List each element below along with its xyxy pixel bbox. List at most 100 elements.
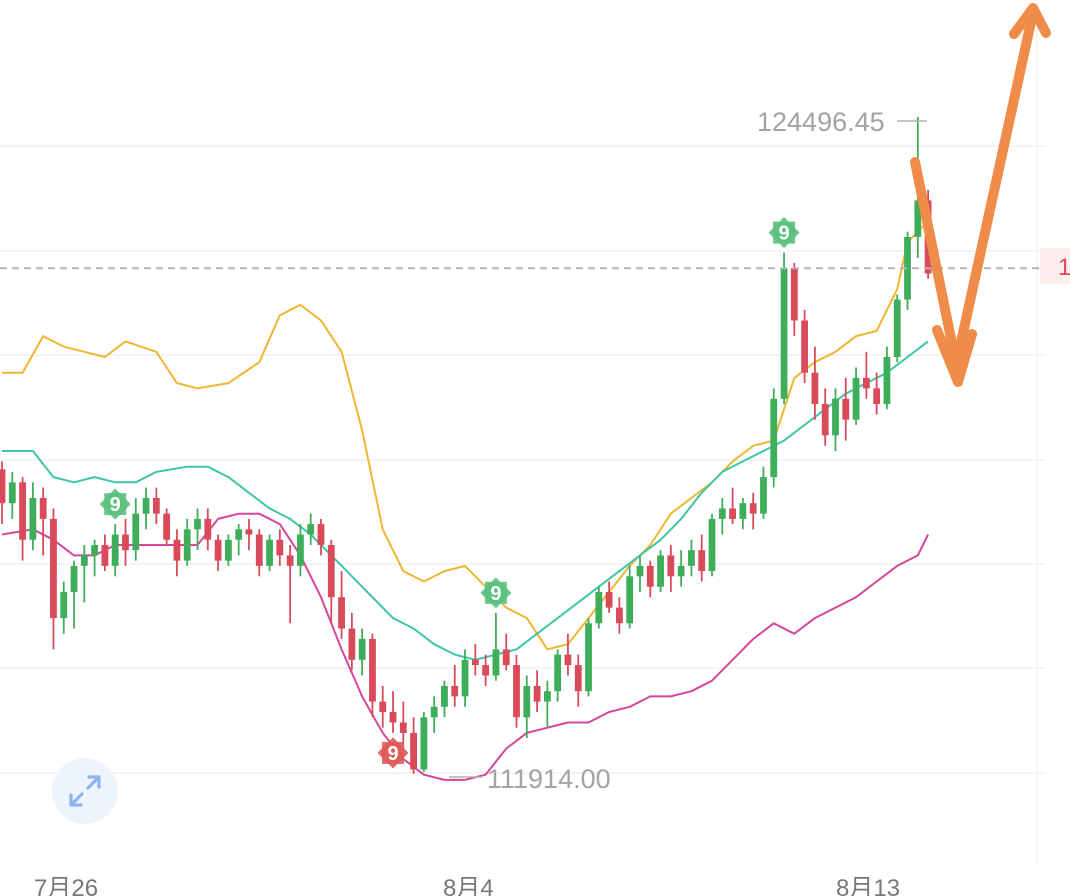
bollinger-middle — [2, 340, 929, 661]
candle-down — [410, 717, 417, 774]
candle-down — [616, 597, 623, 634]
candle-body — [667, 555, 675, 577]
candle-down — [729, 487, 736, 525]
candle-down — [245, 518, 253, 551]
x-tick-label: 8月4 — [443, 875, 494, 896]
candle-body — [574, 665, 582, 692]
candle-down — [533, 670, 541, 713]
candle-body — [688, 550, 695, 566]
td-marker: 9 — [480, 577, 512, 609]
candle-down — [317, 518, 325, 556]
candle-up — [523, 675, 531, 739]
candle-body — [163, 513, 171, 540]
candle-body — [173, 539, 181, 561]
candle-down — [811, 346, 819, 420]
candle-up — [780, 252, 788, 405]
candle-body — [142, 497, 150, 514]
candle-body — [338, 597, 345, 629]
candle-up — [8, 471, 16, 519]
candle-body — [70, 565, 78, 592]
candle-body — [317, 524, 325, 545]
candle-up — [80, 544, 88, 603]
candle-body — [873, 388, 881, 405]
candle-up — [595, 586, 603, 629]
td-marker-diamond — [377, 737, 409, 769]
candle-body — [471, 659, 479, 666]
down-arrow-head — [932, 325, 977, 387]
candle-down — [564, 633, 572, 676]
candle-body — [852, 377, 860, 420]
candle-body — [832, 398, 839, 436]
fullscreen-button[interactable] — [52, 758, 118, 824]
high-label: 124496.45 — [757, 107, 885, 137]
candle-down — [698, 534, 706, 582]
right-price-tag — [1040, 248, 1070, 284]
candle-down — [471, 644, 479, 676]
candle-down — [790, 263, 798, 337]
candle-body — [204, 518, 212, 540]
candle-up — [430, 696, 438, 733]
candle-down — [327, 539, 335, 624]
candle-body — [739, 503, 747, 519]
candle-body — [389, 712, 397, 723]
candle-body — [399, 722, 407, 733]
candle-body — [451, 685, 459, 697]
candle-body — [770, 398, 778, 478]
candle-body — [492, 649, 500, 676]
candle-down — [163, 508, 171, 545]
candle-body — [904, 236, 911, 300]
candle-down — [379, 685, 387, 728]
candle-down — [214, 534, 222, 572]
candle-body — [8, 482, 16, 504]
candle-down — [255, 529, 263, 577]
candle-body — [286, 555, 294, 566]
candle-up — [657, 550, 664, 592]
candle-body — [224, 539, 232, 561]
candle-up — [626, 565, 634, 629]
td-marker-label: 9 — [490, 583, 501, 605]
candle-up — [29, 482, 37, 551]
candle-body — [297, 534, 304, 566]
candle-down — [50, 508, 57, 650]
candle-body — [862, 377, 870, 389]
candle-up — [461, 649, 469, 707]
candle-down — [399, 701, 407, 749]
candle-up — [297, 524, 304, 577]
low-annotation: 111914.00 — [449, 764, 611, 794]
candle-body — [790, 268, 798, 321]
candle-up — [70, 560, 78, 629]
candle-down — [482, 654, 490, 686]
candle-up — [194, 508, 201, 551]
candle-down — [862, 351, 870, 399]
candle-up — [554, 649, 562, 702]
candle-body — [842, 398, 850, 420]
candle-body — [729, 508, 736, 519]
candle-body — [255, 534, 263, 566]
candle-up — [760, 466, 767, 519]
candle-down — [348, 612, 356, 671]
candle-up — [708, 513, 716, 577]
candle-up — [770, 388, 778, 488]
candle-up — [688, 539, 695, 577]
candle-down — [513, 654, 520, 728]
candle-up — [883, 346, 891, 410]
candle-body — [420, 717, 428, 770]
right-price-fragment: 1 — [1058, 254, 1070, 281]
candle-body — [605, 591, 613, 608]
down-arrow-shaft — [910, 157, 961, 368]
candle-down — [338, 571, 345, 639]
candle-body — [50, 518, 57, 619]
candle-down — [19, 477, 26, 561]
candle-up — [718, 497, 726, 535]
low-label: 111914.00 — [487, 764, 611, 794]
candle-body — [749, 503, 757, 514]
candle-body — [801, 320, 809, 373]
candle-body — [482, 665, 490, 676]
bollinger-upper — [2, 220, 929, 651]
up-arrow-head — [1009, 3, 1051, 39]
candle-body — [883, 357, 891, 405]
candle-body — [646, 565, 654, 587]
candle-body — [718, 508, 726, 519]
candle-up — [111, 524, 119, 577]
candle-body — [276, 539, 284, 556]
